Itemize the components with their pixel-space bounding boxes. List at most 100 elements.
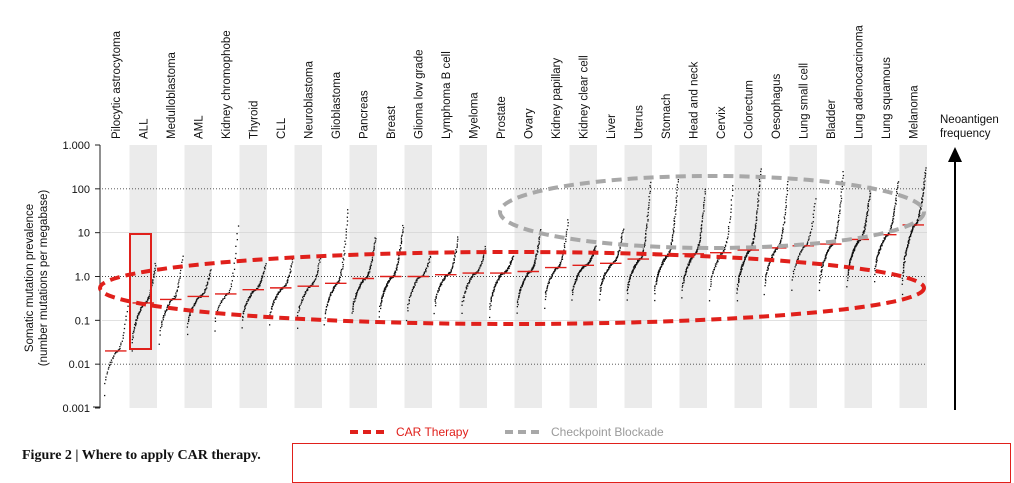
data-point [499,276,501,278]
data-point [668,251,670,253]
data-point [386,285,388,288]
data-point [222,298,224,300]
data-point [919,214,921,217]
data-point [703,204,705,206]
data-point [808,236,810,238]
data-point [675,213,677,215]
data-point [167,304,169,306]
data-point [849,259,851,261]
y-tick-label: 0.001 [62,403,90,415]
data-point [533,263,535,265]
data-point [649,186,652,188]
data-point [175,295,177,297]
data-point [855,243,857,246]
data-point [195,299,198,301]
data-point [720,253,722,256]
data-point [191,307,193,309]
data-point [167,305,169,307]
data-point [589,260,591,262]
data-point [729,221,731,224]
data-point [614,260,616,262]
data-point [222,299,224,301]
data-point [161,325,163,327]
data-point [629,276,631,278]
data-point [608,265,611,267]
data-point [250,293,252,296]
data-point [854,246,856,249]
data-point [298,310,300,312]
data-point [397,261,400,264]
data-point [758,200,760,202]
data-point [874,265,877,267]
data-point [209,270,211,272]
data-point [710,283,712,285]
category-label: Lung adenocarcinoma [853,25,865,139]
data-point [166,308,168,310]
data-point [878,252,880,254]
data-point [389,277,391,279]
data-point [291,263,293,265]
data-point [797,255,800,257]
data-point [285,285,287,287]
data-point [639,259,641,261]
data-point [656,278,658,280]
data-point [551,276,553,278]
data-point [917,219,919,222]
data-point [572,293,574,296]
data-point [604,272,606,274]
data-point [110,359,113,361]
data-point [922,195,924,197]
data-point [724,248,726,250]
data-point [849,258,851,261]
data-point [648,206,650,209]
data-point [822,264,824,266]
data-point [366,276,369,278]
data-point [786,190,789,192]
data-point [373,243,375,245]
data-point [380,303,382,305]
data-point [730,208,732,210]
data-point [729,218,731,220]
data-point [178,279,180,281]
data-point [880,244,882,246]
data-point [442,279,444,281]
data-point [758,185,761,187]
data-point [867,205,869,207]
data-point [787,181,789,183]
data-point [481,261,483,263]
data-point [208,278,210,281]
data-point [902,274,904,277]
data-point [664,258,666,260]
data-point [489,306,491,308]
data-point [670,248,672,250]
data-point [260,280,262,282]
data-point [538,240,540,242]
data-point [105,376,107,378]
data-point [847,274,849,276]
data-point [727,236,729,238]
data-point [272,302,274,305]
data-point [647,218,649,221]
data-point [510,260,512,262]
data-point [682,284,684,287]
data-point [359,283,362,286]
data-point [712,272,714,275]
data-point [380,302,382,304]
data-point [181,261,183,263]
data-point [909,235,911,238]
data-point [925,167,927,169]
data-point [583,265,585,267]
data-point [673,224,675,226]
data-point [739,271,741,273]
data-point [628,284,630,286]
data-point [318,263,320,265]
data-point [372,251,374,253]
data-point [672,234,674,236]
data-point [319,258,322,260]
data-point [189,314,191,316]
data-point [339,279,341,281]
data-point [260,278,263,280]
data-point [757,208,759,210]
data-point [754,224,757,226]
category-label: Myeloma [468,92,480,139]
